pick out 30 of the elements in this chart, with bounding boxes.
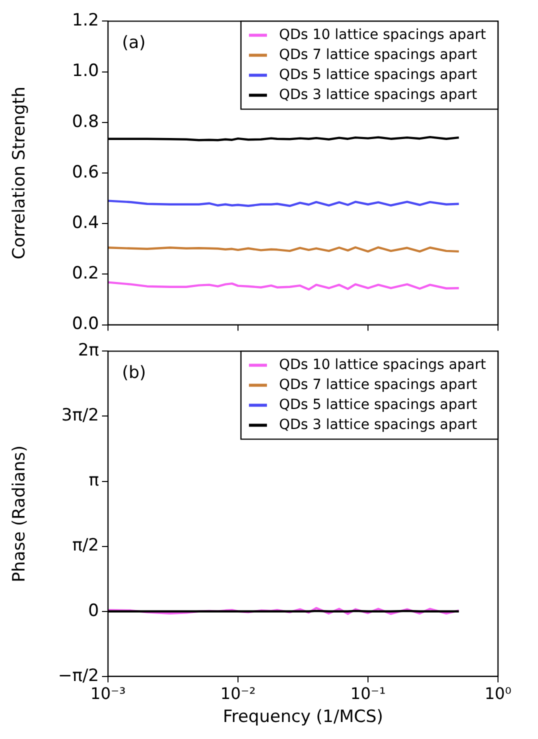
- y-tick-label: 0.2: [72, 264, 99, 284]
- legend-label: QDs 5 lattice spacings apart: [278, 396, 478, 413]
- y-tick-label: 0.4: [72, 213, 99, 234]
- x-tick-label: 10⁰: [484, 684, 512, 704]
- legend-label: QDs 3 lattice spacings apart: [278, 416, 478, 433]
- y-tick-label: 0.0: [72, 314, 99, 334]
- y-tick-label: 0: [88, 600, 99, 621]
- legend-label: QDs 7 lattice spacings apart: [278, 46, 478, 63]
- y-tick-label: π/2: [72, 536, 99, 556]
- y-axis-title: Correlation Strength: [10, 86, 30, 260]
- annotation: (b): [122, 363, 146, 384]
- x-axis-title: Frequency (1/MCS): [222, 707, 384, 728]
- y-axis-title: Phase (Radians): [10, 445, 30, 582]
- legend-label: QDs 10 lattice spacings apart: [278, 26, 487, 43]
- x-tick-label: 10⁻¹: [350, 684, 386, 704]
- y-tick-label: 0.8: [72, 112, 99, 132]
- y-tick-label: π: [88, 470, 99, 491]
- y-tick-label: 3π/2: [61, 406, 99, 426]
- y-tick-label: 1.0: [72, 61, 99, 82]
- annotation: (a): [122, 33, 146, 54]
- x-tick-label: 10⁻³: [90, 684, 126, 704]
- x-tick-label: 10⁻²: [220, 684, 256, 704]
- legend-label: QDs 7 lattice spacings apart: [278, 376, 478, 393]
- legend-label: QDs 10 lattice spacings apart: [278, 356, 487, 373]
- y-tick-label: 2π: [78, 340, 99, 361]
- y-tick-label: −π/2: [58, 666, 99, 686]
- y-tick-label: 1.2: [72, 10, 99, 31]
- legend-label: QDs 5 lattice spacings apart: [278, 66, 478, 83]
- legend-label: QDs 3 lattice spacings apart: [278, 86, 478, 103]
- y-tick-label: 0.6: [72, 162, 99, 182]
